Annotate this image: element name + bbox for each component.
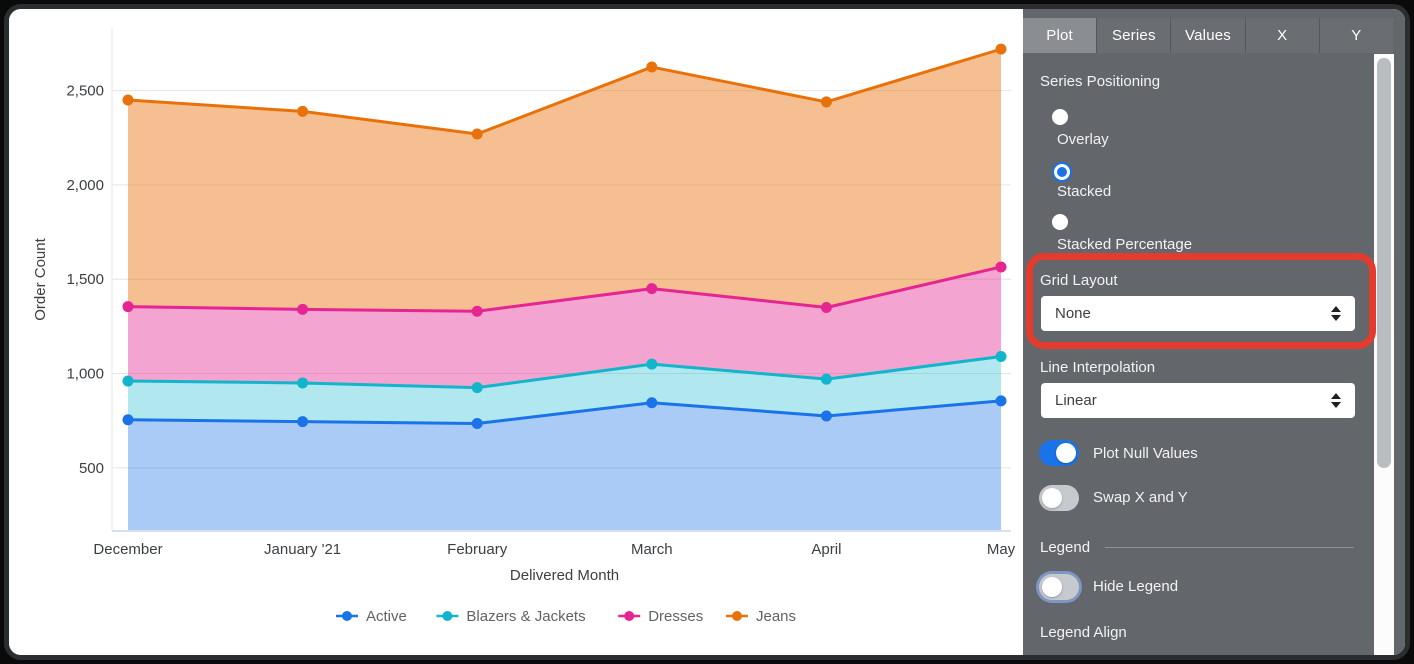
panel-scrollbar-track[interactable] bbox=[1374, 54, 1394, 655]
series-area-Dresses bbox=[128, 266, 1001, 388]
radio-overlay[interactable] bbox=[1052, 109, 1068, 125]
data-point[interactable] bbox=[646, 61, 658, 73]
swap-x-y-toggle[interactable] bbox=[1039, 485, 1079, 511]
data-point[interactable] bbox=[297, 105, 309, 117]
data-point[interactable] bbox=[297, 377, 309, 389]
y-tick-label: 500 bbox=[79, 460, 104, 477]
data-point[interactable] bbox=[646, 397, 658, 409]
data-point[interactable] bbox=[820, 302, 832, 314]
legend-item-Jeans[interactable]: Jeans bbox=[726, 608, 796, 625]
y-tick-label: 1,500 bbox=[66, 271, 104, 288]
y-tick-label: 2,000 bbox=[66, 177, 104, 194]
legend-marker-dot bbox=[442, 611, 453, 621]
legend-section-header: Legend bbox=[1040, 539, 1091, 556]
app-window: 500 1,000 1,500 2,000 2,500 Order Count Decemb… bbox=[9, 9, 1405, 655]
line-interpolation-label: Line Interpolation bbox=[1040, 359, 1156, 376]
data-point[interactable] bbox=[995, 43, 1007, 55]
data-point[interactable] bbox=[122, 301, 134, 313]
section-divider bbox=[1105, 547, 1354, 548]
tab-y[interactable]: Y bbox=[1319, 18, 1394, 53]
x-tick-label: January '21 bbox=[264, 541, 341, 558]
unfold-more-icon bbox=[1331, 393, 1341, 408]
legend-label: Jeans bbox=[756, 608, 796, 625]
line-interpolation-select[interactable]: Linear bbox=[1041, 383, 1355, 418]
radio-stacked-percentage[interactable] bbox=[1052, 214, 1068, 230]
hide-legend-toggle[interactable] bbox=[1039, 574, 1079, 600]
radio-stacked[interactable] bbox=[1054, 164, 1070, 180]
legend-label: Active bbox=[366, 608, 407, 625]
x-tick-label: February bbox=[447, 541, 508, 558]
data-point[interactable] bbox=[995, 351, 1007, 363]
data-point[interactable] bbox=[471, 305, 483, 317]
data-point[interactable] bbox=[122, 94, 134, 106]
data-point[interactable] bbox=[995, 261, 1007, 273]
toggle-knob bbox=[1042, 577, 1062, 597]
config-panel: Plot Series Values X Y Series Positionin… bbox=[1023, 9, 1405, 655]
tab-plot[interactable]: Plot bbox=[1023, 18, 1098, 53]
stacked-area-chart: 500 1,000 1,500 2,000 2,500 Order Count Decemb… bbox=[32, 28, 1016, 625]
series-area-Active bbox=[128, 400, 1001, 531]
data-point[interactable] bbox=[471, 128, 483, 140]
x-axis-title: Delivered Month bbox=[510, 567, 619, 584]
legend-marker-dot bbox=[732, 611, 742, 621]
data-point[interactable] bbox=[820, 373, 832, 385]
legend-marker-dot bbox=[342, 611, 352, 621]
series-area-Blazers & Jackets bbox=[128, 356, 1001, 424]
grid-layout-select[interactable]: None bbox=[1041, 296, 1355, 331]
plot-null-values-toggle[interactable] bbox=[1039, 440, 1079, 466]
x-tick-label: December bbox=[93, 541, 162, 558]
legend-label: Blazers & Jackets bbox=[466, 608, 585, 625]
toggle-knob bbox=[1056, 443, 1076, 463]
data-point[interactable] bbox=[995, 395, 1007, 407]
legend-label: Dresses bbox=[648, 608, 703, 625]
series-area-Jeans bbox=[128, 49, 1001, 312]
x-tick-label: March bbox=[631, 541, 673, 558]
y-tick-label: 2,500 bbox=[66, 83, 104, 100]
hide-legend-label: Hide Legend bbox=[1093, 578, 1179, 595]
legend-marker-dot bbox=[624, 611, 635, 621]
radio-stacked-percentage-label[interactable]: Stacked Percentage bbox=[1057, 236, 1193, 253]
data-point[interactable] bbox=[820, 96, 832, 108]
legend-item-Dresses[interactable]: Dresses bbox=[618, 608, 703, 625]
data-point[interactable] bbox=[471, 382, 483, 394]
data-point[interactable] bbox=[646, 358, 658, 370]
legend-item-Blazers & Jackets[interactable]: Blazers & Jackets bbox=[436, 608, 586, 625]
grid-layout-label: Grid Layout bbox=[1040, 272, 1118, 289]
y-tick-label: 1,000 bbox=[66, 366, 104, 383]
line-interpolation-value: Linear bbox=[1055, 392, 1097, 409]
tab-series[interactable]: Series bbox=[1097, 18, 1172, 53]
legend-align-label: Legend Align bbox=[1040, 624, 1127, 641]
legend-item-Active[interactable]: Active bbox=[336, 608, 407, 625]
series-line-Active bbox=[126, 399, 1003, 425]
radio-overlay-label[interactable]: Overlay bbox=[1057, 131, 1109, 148]
x-tick-label: May bbox=[987, 541, 1016, 558]
data-point[interactable] bbox=[122, 414, 134, 426]
series-positioning-label: Series Positioning bbox=[1040, 73, 1161, 90]
series-line-Dresses bbox=[126, 265, 1003, 313]
tab-x[interactable]: X bbox=[1245, 18, 1320, 53]
data-point[interactable] bbox=[471, 417, 483, 429]
plot-null-values-label: Plot Null Values bbox=[1093, 445, 1198, 462]
panel-scrollbar-thumb[interactable] bbox=[1377, 58, 1391, 468]
grid-layout-value: None bbox=[1055, 305, 1091, 322]
y-axis-title: Order Count bbox=[32, 237, 49, 320]
toggle-knob bbox=[1042, 488, 1062, 508]
radio-stacked-label[interactable]: Stacked bbox=[1057, 183, 1112, 200]
panel-tabbar: Plot Series Values X Y bbox=[1023, 18, 1394, 53]
x-tick-label: April bbox=[811, 541, 841, 558]
unfold-more-icon bbox=[1331, 306, 1341, 321]
tab-values[interactable]: Values bbox=[1171, 18, 1246, 53]
data-point[interactable] bbox=[297, 303, 309, 315]
series-line-Jeans bbox=[126, 47, 1003, 136]
data-point[interactable] bbox=[820, 410, 832, 422]
data-point[interactable] bbox=[297, 416, 309, 428]
chart-area: 500 1,000 1,500 2,000 2,500 Order Count Decemb… bbox=[9, 9, 1023, 655]
series-line-Blazers & Jackets bbox=[126, 355, 1003, 390]
swap-x-y-label: Swap X and Y bbox=[1093, 489, 1188, 506]
data-point[interactable] bbox=[646, 283, 658, 295]
data-point[interactable] bbox=[122, 375, 134, 387]
